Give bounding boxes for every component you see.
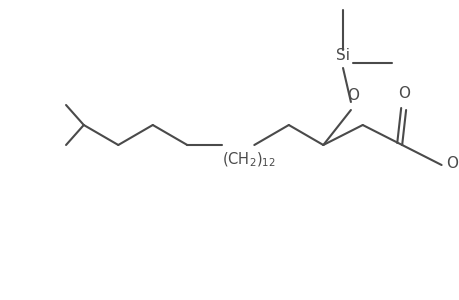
Text: O: O [346,88,358,104]
Text: (CH$_2$)$_{12}$: (CH$_2$)$_{12}$ [221,151,275,170]
Text: O: O [446,155,458,170]
Text: O: O [397,85,409,100]
Text: Si: Si [335,49,349,64]
